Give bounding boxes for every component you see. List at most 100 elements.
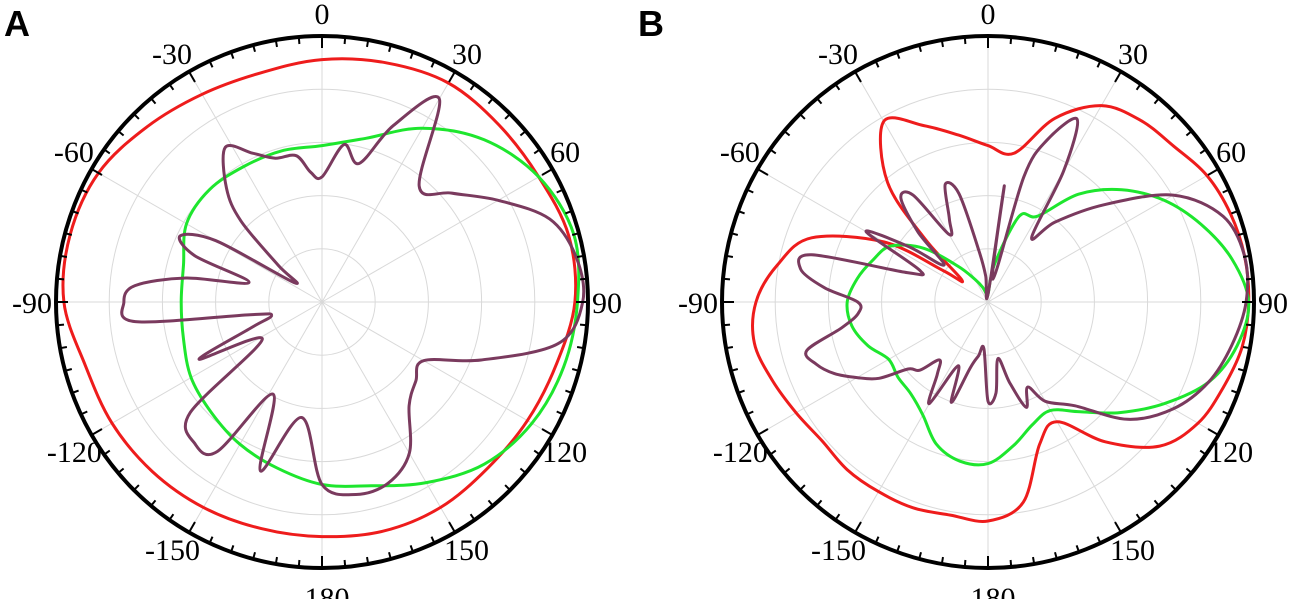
angle-tick — [1009, 559, 1013, 568]
angle-tick — [834, 83, 841, 91]
angle-tick — [504, 484, 511, 491]
angle-tick — [1075, 51, 1080, 59]
angle-tick — [940, 556, 944, 565]
angle-tick-label: -30 — [152, 38, 192, 71]
angle-tick — [571, 232, 580, 236]
angle-tick — [556, 410, 564, 416]
grid-spoke — [987, 301, 1122, 533]
angle-tick-label: -150 — [145, 534, 200, 567]
grid-spoke — [854, 71, 989, 303]
angle-tick — [64, 232, 73, 236]
angle-tick — [757, 428, 769, 436]
angle-tick — [918, 551, 922, 560]
angle-tick-label: 120 — [542, 436, 587, 469]
angle-tick — [103, 148, 111, 155]
angle-tick — [103, 449, 111, 456]
angle-tick — [1032, 556, 1036, 565]
grid-spoke — [321, 71, 456, 303]
angle-tick — [366, 556, 370, 565]
angle-tick — [469, 513, 476, 521]
angle-tick — [448, 521, 456, 533]
angle-tick — [297, 559, 301, 568]
angle-tick — [188, 71, 196, 83]
angle-tick — [388, 551, 392, 560]
angle-tick-label: 150 — [1110, 534, 1155, 567]
angle-tick — [963, 36, 967, 45]
angle-tick — [746, 188, 754, 194]
angle-tick-label: 30 — [452, 38, 482, 71]
angle-tick — [1114, 71, 1122, 83]
grid-spoke — [854, 301, 989, 533]
grid-spoke — [757, 301, 989, 436]
angle-tick — [59, 254, 68, 258]
angle-tick — [117, 130, 125, 137]
angle-tick — [133, 484, 140, 491]
angle-tick — [725, 346, 734, 350]
angle-tick-label: 120 — [1208, 436, 1253, 469]
grid-spoke — [188, 301, 323, 533]
angle-tick — [1231, 210, 1239, 215]
angle-tick-label: -120 — [713, 436, 768, 469]
angle-tick — [769, 449, 777, 456]
angle-tick — [1075, 545, 1080, 553]
angle-tick-label: 60 — [1216, 136, 1246, 169]
angle-tick — [487, 499, 494, 507]
angle-tick — [504, 113, 511, 120]
grid-spoke — [987, 168, 1219, 303]
angle-tick — [854, 521, 862, 533]
angle-tick — [150, 97, 157, 105]
angle-tick-label: -90 — [12, 287, 52, 320]
angle-tick — [230, 545, 235, 553]
angle-tick — [769, 148, 777, 155]
angle-tick — [56, 277, 65, 281]
angle-tick — [208, 60, 214, 68]
angle-tick — [816, 97, 823, 105]
angle-tick — [799, 113, 806, 120]
angle-tick — [64, 368, 73, 372]
angle-tick — [1153, 97, 1160, 105]
angle-tick — [730, 368, 739, 372]
angle-tick — [1185, 130, 1193, 137]
angle-tick — [208, 536, 214, 544]
angle-tick — [556, 188, 564, 194]
angle-tick — [816, 499, 823, 507]
angle-tick-label: -30 — [818, 38, 858, 71]
angle-tick — [746, 410, 754, 416]
angle-tick — [274, 556, 278, 565]
angle-tick — [874, 536, 880, 544]
angle-tick-label: -60 — [720, 136, 760, 169]
angle-tick — [230, 51, 235, 59]
angle-tick — [565, 389, 573, 394]
angle-tick — [366, 39, 370, 48]
angle-tick — [541, 168, 553, 176]
angle-tick — [430, 536, 436, 544]
angle-tick-label: 0 — [315, 0, 330, 31]
angle-tick — [274, 39, 278, 48]
series-purple-line — [120, 95, 586, 497]
angle-tick — [757, 168, 769, 176]
angle-tick — [783, 130, 791, 137]
angle-tick — [133, 113, 140, 120]
angle-tick — [799, 484, 806, 491]
angle-tick — [71, 210, 79, 215]
angle-tick — [896, 545, 901, 553]
angle-tick — [571, 368, 580, 372]
angle-tick — [1207, 168, 1219, 176]
angle-tick — [1096, 60, 1102, 68]
angle-tick — [874, 60, 880, 68]
series-green-line — [845, 187, 1251, 467]
angle-tick — [1185, 467, 1193, 474]
angle-tick-label: 60 — [550, 136, 580, 169]
angle-tick-label: 30 — [1118, 38, 1148, 71]
angle-tick — [343, 559, 347, 568]
angle-tick — [576, 254, 585, 258]
series-green-line — [179, 126, 581, 488]
angle-tick — [854, 71, 862, 83]
angle-tick — [343, 36, 347, 45]
angle-tick — [1245, 323, 1254, 327]
angle-tick — [56, 323, 65, 327]
angle-tick — [430, 60, 436, 68]
series-purple-line — [797, 116, 1250, 421]
grid-spoke — [321, 301, 553, 436]
